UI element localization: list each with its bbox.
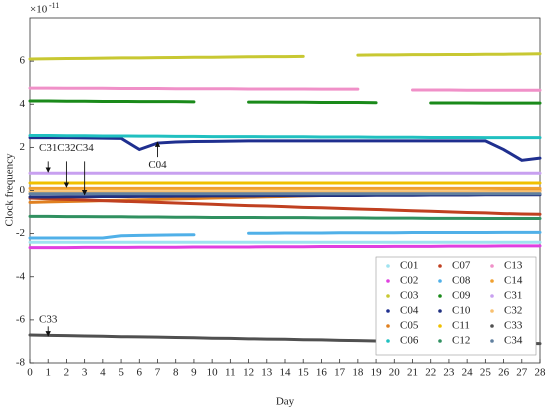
x-tick-label: 19 — [371, 367, 383, 379]
legend-label: C10 — [452, 305, 471, 317]
legend-marker — [490, 339, 494, 343]
legend-marker — [386, 294, 390, 298]
legend-label: C33 — [504, 320, 523, 332]
annotation: C34 — [75, 142, 94, 154]
x-tick-label: 7 — [155, 367, 161, 379]
series-line — [28, 230, 542, 240]
x-tick-label: 27 — [516, 367, 528, 379]
series-line — [28, 136, 542, 162]
legend-marker — [386, 339, 390, 343]
series-line — [28, 99, 542, 105]
x-tick-label: 9 — [191, 367, 197, 379]
series-line — [28, 196, 542, 216]
legend-marker — [386, 279, 390, 283]
legend-marker — [386, 309, 390, 313]
y-tick-label: 2 — [20, 141, 26, 153]
legend-marker — [438, 339, 442, 343]
x-tick-label: 24 — [462, 367, 474, 379]
legend-label: C07 — [452, 260, 471, 272]
legend-marker — [490, 324, 494, 328]
annotation: C33 — [39, 313, 58, 325]
legend-box — [375, 256, 537, 356]
x-tick-label: 15 — [298, 367, 310, 379]
y-tick-label: -2 — [16, 227, 25, 239]
x-tick-label: 2 — [64, 367, 70, 379]
y-tick-label: 6 — [20, 55, 26, 67]
x-tick-label: 11 — [225, 367, 236, 379]
y-tick-label: -6 — [16, 313, 26, 325]
legend-label: C14 — [504, 275, 523, 287]
legend-label: C31 — [504, 290, 522, 302]
lines — [28, 52, 542, 346]
x-tick-label: 23 — [443, 367, 455, 379]
y-multiplier-base: ×10 — [30, 4, 48, 16]
x-tick-label: 17 — [334, 367, 346, 379]
series-line — [28, 214, 542, 221]
x-tick-label: 0 — [27, 367, 33, 379]
x-tick-label: 14 — [280, 367, 292, 379]
legend-label: C01 — [400, 260, 418, 272]
x-tick-label: 8 — [173, 367, 179, 379]
legend-marker — [438, 294, 442, 298]
x-tick-label: 28 — [535, 367, 547, 379]
legend-label: C32 — [504, 305, 522, 317]
x-tick-label: 25 — [480, 367, 492, 379]
legend-label: C11 — [452, 320, 470, 332]
legend-label: C05 — [400, 320, 419, 332]
legend-marker — [438, 309, 442, 313]
x-tick-label: 16 — [316, 367, 328, 379]
series-line — [28, 134, 542, 140]
y-axis-label: Clock frequency — [4, 153, 16, 226]
x-tick-label: 20 — [389, 367, 401, 379]
legend-marker — [438, 279, 442, 283]
series-line — [28, 86, 542, 92]
legend-marker — [490, 309, 494, 313]
x-tick-label: 22 — [425, 367, 436, 379]
x-tick-label: 3 — [82, 367, 88, 379]
legend-label: C06 — [400, 335, 419, 347]
y-tick-label: 4 — [20, 98, 26, 110]
x-tick-label: 6 — [137, 367, 143, 379]
x-tick-label: 12 — [243, 367, 254, 379]
legend-label: C13 — [504, 260, 523, 272]
series-line — [28, 244, 542, 250]
series-line — [28, 52, 542, 61]
legend-label: C08 — [452, 275, 471, 287]
legend-marker — [386, 264, 390, 268]
x-tick-label: 5 — [118, 367, 124, 379]
y-tick-label: -4 — [16, 270, 26, 282]
x-tick-label: 4 — [100, 367, 106, 379]
legend-marker — [438, 324, 442, 328]
x-tick-label: 21 — [407, 367, 418, 379]
legend-label: C02 — [400, 275, 418, 287]
y-tick-label: -8 — [16, 357, 26, 369]
x-tick-label: 26 — [498, 367, 510, 379]
legend-label: C34 — [504, 335, 523, 347]
x-tick-label: 10 — [207, 367, 219, 379]
x-axis-label: Day — [276, 396, 295, 408]
x-tick-label: 18 — [352, 367, 364, 379]
legend-label: C12 — [452, 335, 470, 347]
legend-marker — [490, 264, 494, 268]
legend-marker — [438, 264, 442, 268]
y-tick-label: 0 — [20, 184, 26, 196]
legend-marker — [386, 324, 390, 328]
annotation: C04 — [148, 159, 167, 171]
legend-label: C03 — [400, 290, 419, 302]
x-tick-label: 13 — [261, 367, 273, 379]
legend-marker — [490, 294, 494, 298]
legend-label: C09 — [452, 290, 471, 302]
annotation: C31 — [39, 142, 57, 154]
legend-marker — [490, 279, 494, 283]
annotation: C32 — [57, 142, 75, 154]
x-tick-label: 1 — [45, 367, 51, 379]
legend-label: C04 — [400, 305, 419, 317]
y-multiplier-exponent: -11 — [49, 1, 59, 10]
